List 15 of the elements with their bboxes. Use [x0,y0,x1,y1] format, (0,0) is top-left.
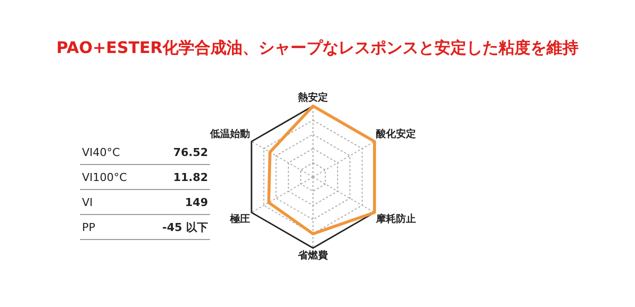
text: 149 [144,190,210,214]
text: 76.52 [144,140,210,164]
text: VI [80,190,144,214]
spoke-label: 酸化安定 [376,128,416,140]
text: 11.82 [144,164,210,190]
text: PAO+ESTER化学合成油、シャープなレスポンスと安定した粘度を維持 [55,38,580,59]
text: PP [80,214,144,240]
spoke-label: 摩耗防止 [375,213,416,226]
spoke-label: 低温始動 [208,128,250,140]
spoke-label: 極圧 [228,213,250,226]
spoke-label: 熱安定 [297,92,328,104]
text: -45 以下 [144,214,210,240]
spoke-label: 省燃費 [297,250,328,262]
text: VI100°C [80,164,144,190]
text: VI40°C [80,140,144,164]
